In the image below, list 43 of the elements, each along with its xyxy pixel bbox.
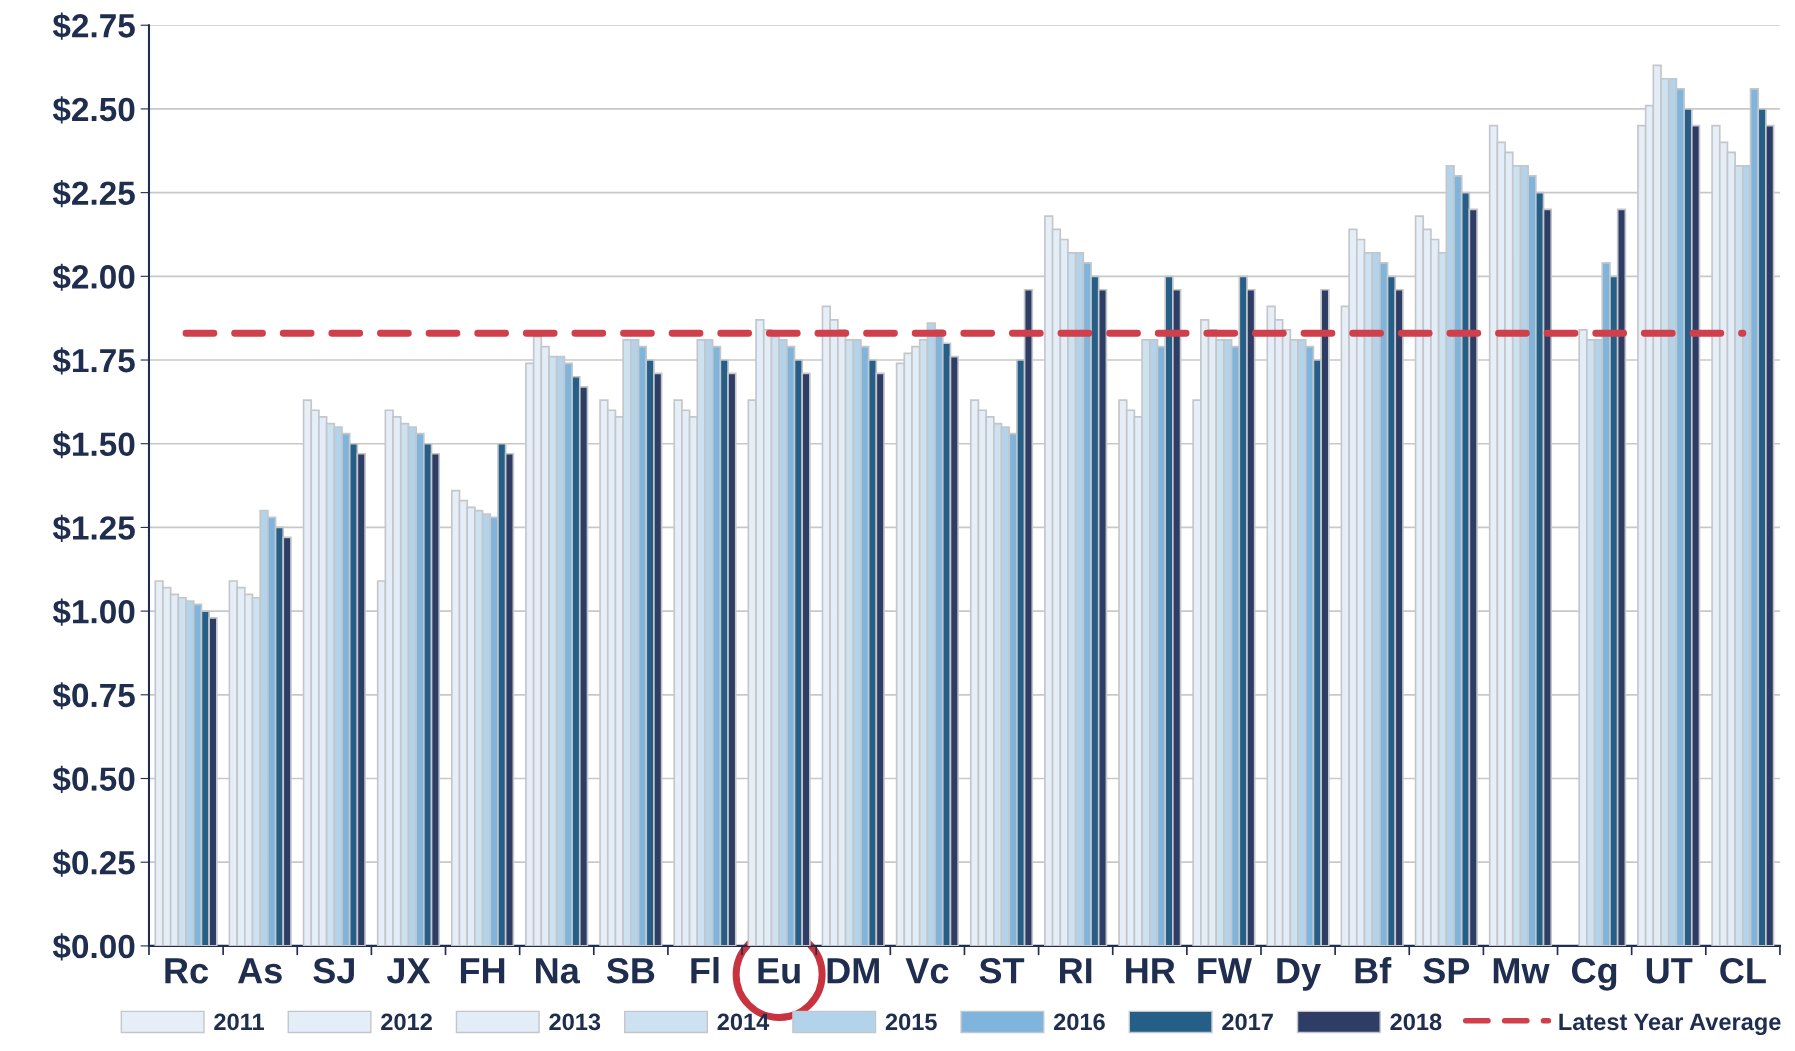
x-tick-label: SP [1423,957,1470,984]
x-tick-label: As [238,958,282,984]
legend-label: 2016 [1054,1013,1105,1031]
x-tick-label: DM [827,958,879,984]
legend-label: Latest Year Average [1559,1013,1781,1036]
x-tick-label: Cg [1572,957,1617,991]
y-tick-label: $1.25 [52,514,135,542]
y-tick-label: $2.25 [52,179,135,208]
legend-label: 2013 [549,1013,601,1031]
y-tick-label: $1.50 [52,431,135,459]
x-tick-label: JX [386,958,431,984]
x-tick-label: Mw [1493,958,1550,984]
x-tick-label: HR [1126,958,1176,984]
x-tick-label: Eu [758,958,800,984]
y-tick-label: $0.75 [52,682,135,710]
x-tick-label: Bf [1355,957,1392,984]
x-tick-label: ST [979,957,1025,984]
y-tick-label: $2.00 [52,263,135,291]
legend-label: 2014 [717,1013,770,1031]
x-tick-label: FW [1198,958,1252,984]
x-tick-label: UT [1646,958,1693,984]
y-tick-label: $0.25 [52,849,135,877]
x-tick-label: Vc [905,958,949,984]
legend-label: 2015 [885,1013,937,1031]
x-tick-label: SB [606,957,655,984]
y-tick-label: $2.50 [52,96,135,124]
x-tick-label: FH [460,958,505,984]
x-tick-label: Fl [691,957,719,984]
y-tick-label: $2.75 [52,12,135,40]
y-tick-label: $0.00 [52,933,135,961]
y-tick-label: $1.00 [52,598,135,626]
x-tick-label: SJ [313,957,354,984]
x-tick-label: CL [1720,957,1766,984]
x-tick-label: RI [1060,958,1092,984]
legend-label: 2011 [214,1013,264,1031]
x-tick-label: Na [536,958,581,984]
legend-label: 2018 [1390,1013,1442,1031]
x-tick-label: Dy [1277,958,1321,991]
legend-label: 2012 [381,1013,432,1031]
y-tick-label: $0.50 [52,765,135,794]
legend-label: 2017 [1222,1013,1273,1031]
y-tick-label: $1.75 [52,347,135,375]
x-tick-label: Rc [165,958,209,984]
